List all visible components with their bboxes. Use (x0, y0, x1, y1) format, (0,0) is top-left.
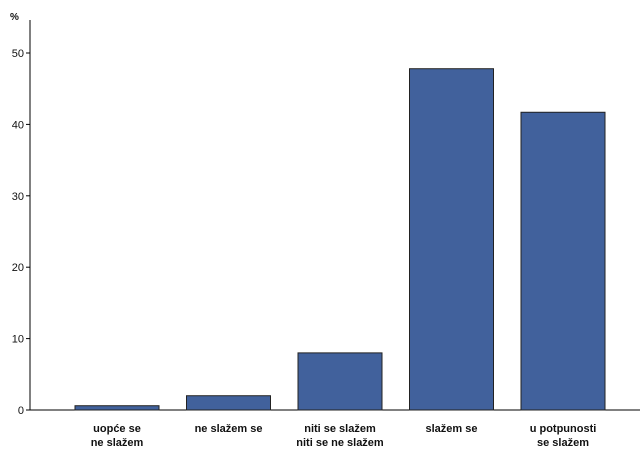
x-tick-label: niti se slažem niti se ne slažem (296, 423, 384, 449)
bar (409, 68, 494, 411)
y-tick-label: 50 (12, 48, 24, 60)
y-tick-label: 0 (18, 405, 24, 417)
x-tick-label-line: uopće se (93, 423, 141, 435)
x-axis-labels: uopće se ne slažem ne slažem se niti se sla… (91, 423, 597, 449)
bar (520, 111, 606, 411)
bar (297, 352, 383, 411)
x-tick-label-line: se slažem (537, 437, 589, 449)
bar (74, 405, 160, 411)
x-tick-label-line: niti se ne slažem (296, 437, 384, 449)
y-tick-label: 20 (12, 262, 24, 274)
x-tick-label: ne slažem se (195, 423, 263, 435)
x-tick-label: uopće se ne slažem (91, 423, 144, 449)
plot-area: 0 10 20 30 40 50 uopće se ne slažem ne slažem s… (12, 20, 640, 449)
x-tick-label-line: slažem se (426, 423, 478, 435)
bar (186, 395, 271, 411)
x-tick-label-line: ne slažem (91, 437, 144, 449)
x-tick-label-line: ne slažem se (195, 423, 263, 435)
y-axis-title: % (10, 12, 19, 23)
x-tick-label: u potpunosti se slažem (530, 423, 597, 449)
x-tick-label-line: niti se slažem (304, 423, 376, 435)
y-tick-label: 40 (12, 119, 24, 131)
x-tick-label-line: u potpunosti (530, 423, 597, 435)
y-tick-label: 30 (12, 191, 24, 203)
y-tick-label: 10 (12, 334, 24, 346)
bars (74, 68, 606, 411)
x-tick-label: slažem se (426, 423, 478, 435)
y-axis-ticks: 0 10 20 30 40 50 (12, 48, 30, 417)
